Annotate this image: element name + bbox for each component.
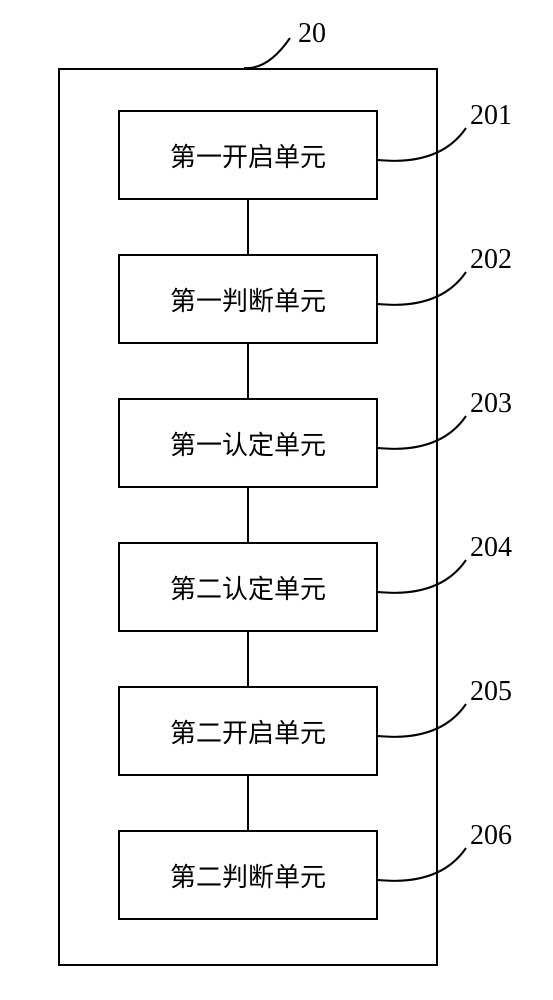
ref-leader-6 bbox=[0, 0, 553, 1000]
diagram-canvas: 20 第一开启单元 第一判断单元 第一认定单元 第二认定单元 第二开启单元 第二… bbox=[0, 0, 553, 1000]
